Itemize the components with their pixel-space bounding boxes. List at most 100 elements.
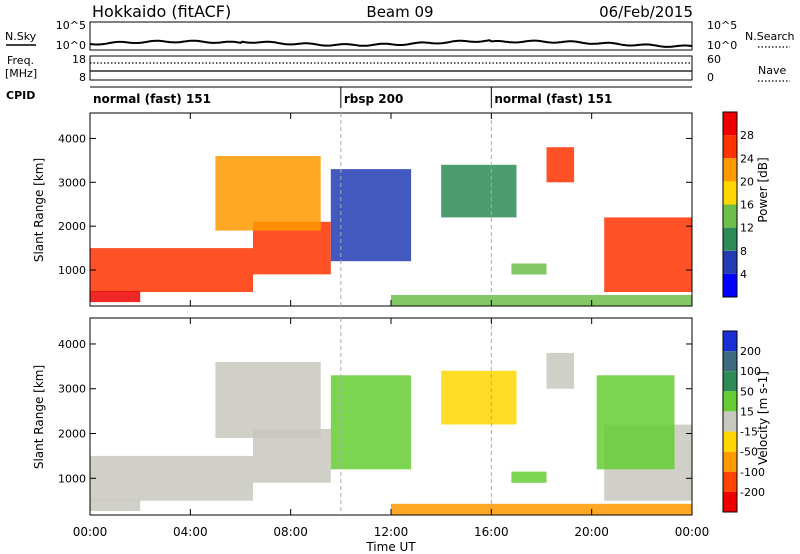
y-tick-label-0: 1000 [58, 472, 86, 485]
x-tick-label-6: 00:00 [675, 525, 710, 539]
power-colorbar-tick-label-4: 12 [740, 222, 754, 235]
velocity-colorbar: 200 100 50 15 -15 -50 -100 -200 [722, 330, 765, 513]
cpid-segment-label-2: normal (fast) 151 [494, 92, 612, 106]
noise-right-tick-top: 10^5 [707, 19, 737, 32]
noise-trace [89, 39, 693, 48]
scatter-region-7 [546, 352, 575, 389]
y-tick-label-1: 2000 [58, 428, 86, 441]
power-colorbar-cell-6 [723, 135, 737, 159]
x-tick-label-1: 04:00 [173, 525, 208, 539]
nave-label: Nave [758, 64, 786, 77]
scatter-region-4 [330, 169, 412, 262]
power-ylabel: Slant Range [km] [32, 158, 46, 262]
freq-tick-top: 18 [72, 53, 86, 66]
x-tick-label-5: 20:00 [574, 525, 609, 539]
x-tick-labels: 00:00 04:00 08:00 12:00 16:00 20:00 00:00 [73, 525, 710, 539]
y-tick-label-1: 2000 [58, 220, 86, 233]
y-tick-label-0: 1000 [58, 264, 86, 277]
velocity-colorbar-cell-6 [723, 451, 737, 472]
power-colorbar-tick-label-0: 28 [740, 129, 754, 142]
velocity-axes: 1000 2000 3000 4000 [58, 318, 693, 515]
power-colorbar-cell-7 [723, 112, 737, 136]
freq-label-2: [MHz] [5, 67, 37, 80]
power-colorbar-cell-1 [723, 250, 737, 274]
x-tick-label-0: 00:00 [73, 525, 108, 539]
cpid-bar: normal (fast) 151 rbsp 200 normal (fast) 1… [93, 87, 612, 108]
power-colorbar-tick-label-5: 8 [740, 245, 747, 258]
y-tick-label-3: 4000 [58, 132, 86, 145]
power-colorbar: 28 24 20 16 12 8 4 [722, 111, 754, 298]
noise-left-tick-top: 10^5 [56, 19, 86, 32]
y-tick-label-2: 3000 [58, 176, 86, 189]
scatter-region-2 [90, 291, 141, 303]
scatter-region-9 [511, 263, 547, 275]
power-colorbar-tick-label-2: 20 [740, 175, 754, 188]
velocity-colorbar-cell-4 [723, 411, 737, 432]
power-colorbar-cell-5 [723, 158, 737, 182]
scatter-region-3 [215, 361, 321, 438]
y-tick-label-3: 4000 [58, 338, 86, 351]
y-tick-label-2: 3000 [58, 383, 86, 396]
cpid-segment-label-1: rbsp 200 [344, 92, 403, 106]
freq-panel-frame [89, 55, 693, 81]
noise-right-label: N.Search [745, 30, 795, 43]
velocity-colorbar-cell-5 [723, 431, 737, 452]
velocity-colorbar-cell-3 [723, 391, 737, 412]
noise-left-label: N.Sky [5, 30, 37, 43]
x-tick-label-4: 16:00 [474, 525, 509, 539]
scatter-region-4 [330, 375, 412, 470]
power-colorbar-frame [722, 111, 738, 298]
cpid-label: CPID [6, 89, 35, 102]
scatter-region-5 [441, 164, 517, 218]
scatter-region-6 [391, 503, 692, 515]
nave-tick-top: 60 [707, 53, 721, 66]
freq-tick-bottom: 8 [79, 71, 86, 84]
velocity-colorbar-tick-label-0: 200 [740, 345, 761, 358]
velocity-colorbar-tick-label-6: -100 [740, 466, 765, 479]
velocity-colorbar-cell-2 [723, 371, 737, 392]
scatter-region-0 [90, 455, 253, 501]
velocity-heatmap [90, 352, 692, 515]
power-heatmap [90, 147, 692, 306]
beam-title: Beam 09 [366, 3, 433, 21]
scatter-region-3 [215, 156, 321, 231]
scatter-region-2 [90, 499, 141, 511]
date-title: 06/Feb/2015 [599, 3, 693, 21]
velocity-colorbar-cell-0 [723, 331, 737, 352]
noise-panel-frame [89, 21, 693, 51]
velocity-colorbar-tick-label-1: 100 [740, 365, 761, 378]
velocity-ylabel: Slant Range [km] [32, 365, 46, 469]
scatter-region-7 [546, 147, 575, 183]
power-colorbar-cell-4 [723, 181, 737, 205]
velocity-colorbar-tick-label-7: -200 [740, 486, 765, 499]
x-tick-label-3: 12:00 [374, 525, 409, 539]
velocity-colorbar-tick-label-4: -15 [740, 426, 758, 439]
cpid-segment-label-0: normal (fast) 151 [93, 92, 211, 106]
velocity-colorbar-frame [722, 330, 738, 513]
freq-label-1: Freq. [7, 54, 34, 67]
velocity-colorbar-tick-label-3: 15 [740, 405, 754, 418]
x-tick-label-2: 08:00 [273, 525, 308, 539]
scatter-region-5 [441, 370, 517, 425]
power-colorbar-cell-0 [723, 273, 737, 297]
power-colorbar-cell-2 [723, 227, 737, 251]
scatter-region-9 [511, 471, 547, 483]
scatter-region-10 [596, 375, 675, 470]
velocity-colorbar-tick-label-5: -50 [740, 446, 758, 459]
velocity-colorbar-cell-7 [723, 471, 737, 492]
scatter-region-8 [604, 217, 692, 292]
power-colorbar-tick-label-1: 24 [740, 152, 754, 165]
power-axes: 1000 2000 3000 4000 [58, 113, 693, 306]
velocity-colorbar-cell-1 [723, 351, 737, 372]
power-colorbar-title: Power [dB] [756, 157, 770, 222]
scatter-region-0 [90, 248, 253, 292]
noise-trace-line [89, 39, 693, 48]
noise-right-tick-bottom: 10^0 [707, 39, 737, 52]
velocity-colorbar-tick-label-2: 50 [740, 385, 754, 398]
velocity-colorbar-cell-8 [723, 491, 737, 512]
noise-left-tick-bottom: 10^0 [56, 39, 86, 52]
nave-tick-bottom: 0 [707, 71, 714, 84]
power-colorbar-tick-label-6: 4 [740, 268, 747, 281]
x-axis-label: Time UT [365, 540, 416, 554]
